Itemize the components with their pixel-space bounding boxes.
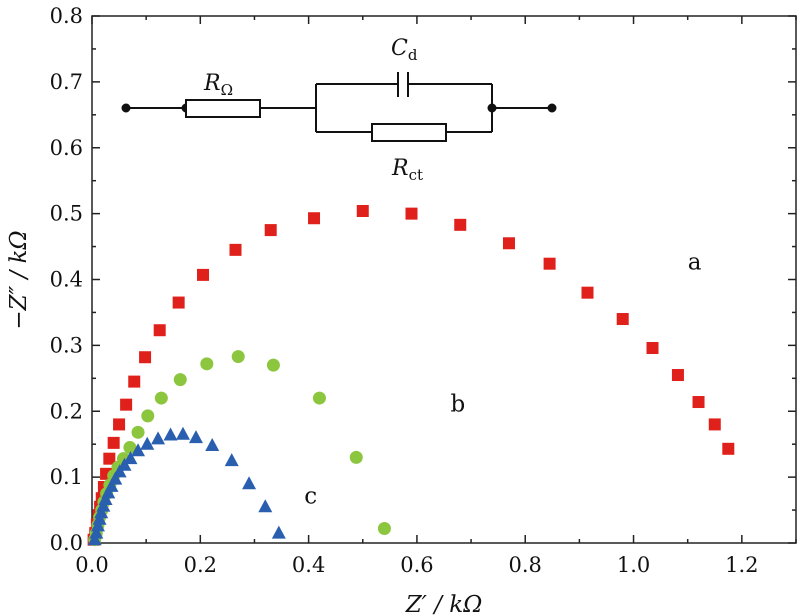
axis-ticks <box>91 15 797 544</box>
data-point-b <box>231 350 245 364</box>
data-point-a <box>197 268 210 281</box>
y-tick-label: 0.0 <box>50 531 83 555</box>
data-point-c <box>224 453 239 467</box>
data-point-a <box>722 442 735 455</box>
series-label-a: a <box>688 250 702 276</box>
series-annotations: a b c <box>304 250 701 510</box>
data-point-c <box>271 525 286 539</box>
data-point-a <box>113 418 126 431</box>
data-point-b <box>312 391 326 405</box>
x-tick-label: 1.0 <box>617 553 650 577</box>
y-tick-label: 0.6 <box>50 136 83 160</box>
data-point-c <box>94 505 109 519</box>
x-tick-label: 0.0 <box>75 553 108 577</box>
data-point-a <box>581 286 594 299</box>
equivalent-circuit-inset <box>121 72 557 142</box>
data-point-b <box>123 440 137 454</box>
circuit-terminal-left <box>121 103 131 113</box>
data-point-a <box>229 243 242 256</box>
x-axis-title: Z′ / kΩ <box>405 592 483 616</box>
data-point-c <box>140 436 155 450</box>
data-point-b <box>173 373 187 387</box>
data-point-a <box>139 351 152 364</box>
data-point-a <box>107 436 120 449</box>
data-point-b <box>141 409 155 423</box>
y-tick-label: 0.2 <box>50 399 83 423</box>
data-point-a <box>128 375 141 388</box>
data-point-c <box>112 464 127 478</box>
data-point-b <box>200 357 214 371</box>
data-point-c <box>90 518 105 532</box>
circuit-terminal-right <box>547 103 557 113</box>
data-point-c <box>131 443 146 457</box>
data-point-c <box>188 430 203 444</box>
data-point-c <box>258 499 273 513</box>
data-point-b <box>266 358 280 372</box>
data-point-a <box>616 313 629 326</box>
data-point-a <box>708 418 721 431</box>
data-point-a <box>103 452 116 465</box>
y-tick-label: 0.5 <box>50 202 83 226</box>
circuit-label-cd: Cd <box>391 36 418 64</box>
data-point-a <box>646 342 659 355</box>
data-point-a <box>120 398 133 411</box>
resistor-r-ct <box>371 123 447 142</box>
data-point-b <box>131 425 145 439</box>
axis-tick-labels: 0.0 0.2 0.4 0.6 0.8 1.0 1.2 0.0 0.1 0.2 0.3 0.4 0.5 0… <box>50 4 759 577</box>
data-point-b <box>349 450 363 464</box>
data-point-c <box>117 457 132 471</box>
x-tick-label: 1.2 <box>725 553 758 577</box>
data-point-a <box>356 204 369 217</box>
data-point-c <box>205 438 220 452</box>
circuit-label-r-ct: Rct <box>391 156 423 184</box>
data-point-a <box>543 257 556 270</box>
data-point-a <box>671 369 684 382</box>
data-point-a <box>153 324 166 337</box>
data-point-c <box>104 478 119 492</box>
x-tick-label: 0.2 <box>184 553 217 577</box>
x-tick-label: 0.8 <box>509 553 542 577</box>
x-tick-label: 0.6 <box>400 553 433 577</box>
data-point-a <box>454 218 467 231</box>
data-point-c <box>123 451 138 465</box>
y-tick-label: 0.4 <box>50 268 83 292</box>
data-point-c <box>151 431 166 445</box>
data-point-c <box>175 426 190 440</box>
circuit-label-r-omega: RΩ <box>203 71 233 99</box>
data-point-b <box>377 522 391 536</box>
data-point-a <box>308 212 321 225</box>
data-point-a <box>502 237 515 250</box>
series-c <box>87 426 286 546</box>
data-point-c <box>89 525 104 539</box>
x-tick-label: 0.4 <box>292 553 325 577</box>
data-point-b <box>154 391 168 405</box>
data-point-c <box>92 511 107 525</box>
y-axis-title: −Z″ / kΩ <box>6 230 32 329</box>
series-label-c: c <box>304 483 317 509</box>
data-point-a <box>692 396 705 409</box>
y-tick-label: 0.7 <box>50 70 83 94</box>
data-point-c <box>96 498 111 512</box>
data-series-layer <box>87 204 735 547</box>
y-tick-label: 0.3 <box>50 333 83 357</box>
data-point-c <box>163 427 178 441</box>
data-point-a <box>405 207 418 220</box>
data-point-c <box>98 492 113 506</box>
series-label-b: b <box>450 391 465 417</box>
circuit-node-right <box>487 103 497 113</box>
data-point-a <box>172 296 185 309</box>
data-point-c <box>108 471 123 485</box>
data-point-c <box>101 485 116 499</box>
data-point-c <box>87 532 102 546</box>
resistor-r-omega <box>185 99 261 118</box>
y-tick-label: 0.8 <box>50 4 83 28</box>
y-tick-label: 0.1 <box>50 465 83 489</box>
data-point-a <box>264 224 277 237</box>
data-point-c <box>242 476 257 490</box>
